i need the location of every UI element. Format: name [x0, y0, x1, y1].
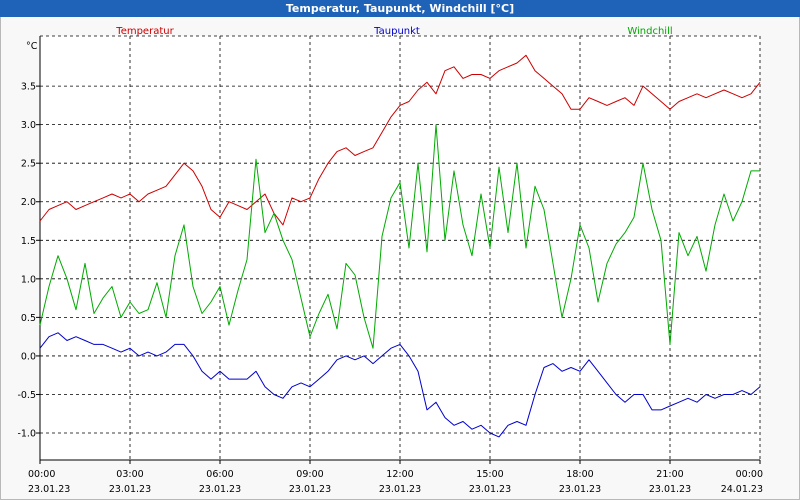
x-tick-date: 23.01.23 — [559, 484, 601, 495]
y-tick-labels: 3.5 3.0 2.5 2.0 1.5 1.0 0.5 0.0 -0.5 -1.0 — [17, 82, 36, 440]
y-tick-label: 0.0 — [21, 351, 36, 362]
series-lines — [39, 54, 761, 438]
legend-entry: Taupunkt — [373, 26, 420, 37]
grid-lines — [36, 35, 761, 464]
x-tick-date: 23.01.23 — [649, 484, 691, 495]
chart-title: Temperatur, Taupunkt, Windchill [°C] — [285, 2, 515, 15]
series-line-windchill — [39, 124, 760, 349]
series-line-temperatur — [39, 54, 761, 226]
legend-entry: Temperatur — [115, 26, 174, 37]
x-tick-date: 23.01.23 — [289, 484, 331, 495]
x-tick-date: 23.01.23 — [28, 484, 70, 495]
legend-entry: Windchill — [627, 26, 672, 37]
x-tick-time: 21:00 — [656, 469, 683, 480]
series-line-taupunkt — [39, 332, 761, 438]
x-tick-time: 18:00 — [566, 469, 593, 480]
y-tick-label: 2.5 — [21, 159, 36, 170]
legend: Temperatur Taupunkt Windchill — [115, 26, 672, 37]
y-tick-label: 1.0 — [21, 274, 36, 285]
x-tick-time: 00:00 — [28, 469, 55, 480]
x-tick-labels: 00:00 23.01.23 03:00 23.01.23 06:00 23.01.23 0… — [28, 469, 763, 495]
x-tick-date: 23.01.23 — [109, 484, 151, 495]
y-tick-label: 2.0 — [21, 197, 36, 208]
y-tick-label: -1.0 — [17, 429, 36, 440]
x-tick-time: 06:00 — [206, 469, 233, 480]
y-tick-label: 0.5 — [21, 313, 36, 324]
x-tick-time: 00:00 — [736, 469, 763, 480]
y-axis-unit: °C — [26, 41, 38, 52]
x-tick-time: 03:00 — [116, 469, 143, 480]
x-tick-time: 09:00 — [296, 469, 323, 480]
y-tick-label: 3.5 — [21, 82, 36, 93]
x-tick-date: 23.01.23 — [469, 484, 511, 495]
x-tick-time: 12:00 — [386, 469, 413, 480]
x-tick-time: 15:00 — [476, 469, 503, 480]
x-tick-date: 24.01.23 — [721, 484, 763, 495]
title-bar: Temperatur, Taupunkt, Windchill [°C] — [0, 0, 800, 17]
x-tick-date: 23.01.23 — [379, 484, 421, 495]
y-tick-label: -0.5 — [17, 390, 36, 401]
y-tick-label: 3.0 — [21, 120, 36, 131]
y-tick-label: 1.5 — [21, 236, 36, 247]
x-tick-date: 23.01.23 — [199, 484, 241, 495]
